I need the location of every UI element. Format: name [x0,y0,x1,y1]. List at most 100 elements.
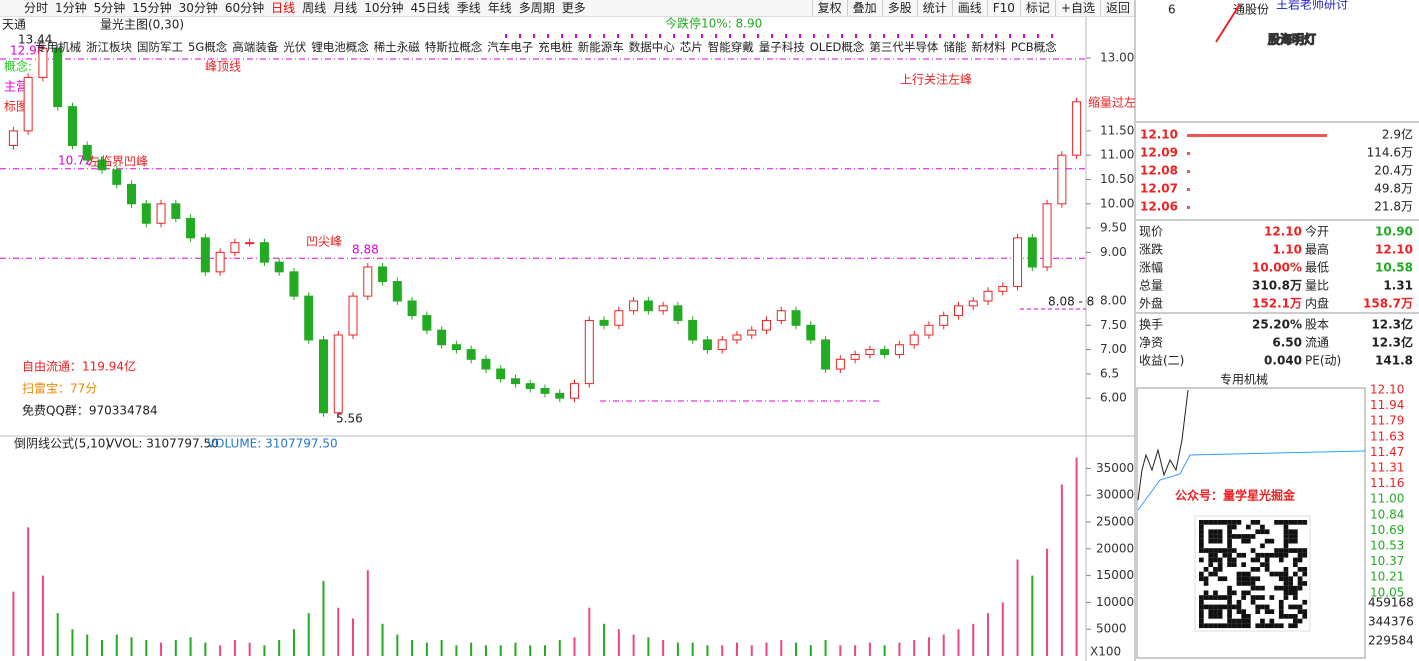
period-tab[interactable]: 月线 [333,1,358,15]
qr-cell [1208,534,1214,539]
qr-cell [1208,538,1214,544]
volume-tick-label: 20000 [1096,541,1134,555]
intraday-avg-line [1137,450,1366,511]
period-tab[interactable]: 60分钟 [224,1,265,15]
marker-dot [841,34,843,38]
marker-dot [631,34,633,38]
sector-tag[interactable]: 稀土永磁 [373,40,420,54]
quote-value: 152.1万 [1252,297,1302,311]
qr-cell [1293,595,1298,600]
volume-bar [1001,602,1004,656]
period-tab[interactable]: 10分钟 [364,1,404,15]
qr-cell [1255,520,1261,525]
sector-tag[interactable]: 国防军工 [137,40,183,54]
volume-bar [425,642,428,656]
candle [348,295,358,336]
qr-cell [1302,548,1308,553]
period-tab[interactable]: 季线 [456,1,481,15]
sector-tag[interactable]: 特斯拉概念 [424,40,483,54]
period-tab[interactable]: 日线 [271,1,296,15]
period-tab[interactable]: 5分钟 [93,1,126,15]
candle [1057,154,1067,205]
qr-cell [1278,557,1284,563]
qr-cell [1293,614,1298,619]
tool-button[interactable]: 叠加 [846,0,882,16]
volume-tick-label: 30000 [1096,488,1134,502]
period-tab[interactable]: 多周期 [518,1,555,15]
qr-cell [1217,595,1223,600]
volume-bar [499,645,502,656]
sector-tag[interactable]: 高端装备 [232,40,279,54]
volume-bar [765,642,768,656]
period-tab[interactable]: 15分钟 [132,1,172,15]
intraday-price-line [1137,389,1189,501]
period-tab[interactable]: 分时 [24,1,49,15]
period-tab[interactable]: 1分钟 [55,1,87,15]
candle [451,344,461,351]
qr-cell [1199,609,1204,614]
qr-cell [1288,529,1293,535]
volume-bar [529,645,532,656]
sector-tag[interactable]: 专用机械 [35,40,81,54]
sector-tag[interactable]: 光伏 [283,40,307,54]
period-tab[interactable]: 周线 [302,1,327,15]
qr-cell [1255,529,1261,535]
bid-dot [1187,170,1190,173]
sector-tag[interactable]: 储能 [943,40,967,54]
qr-cell [1208,529,1214,535]
sector-tag[interactable]: 锂电池概念 [311,40,369,54]
qr-cell [1213,609,1218,614]
volume-bar [514,642,517,656]
candle [747,329,757,336]
sector-tag[interactable]: OLED概念 [809,40,865,54]
tool-button[interactable]: 多股 [881,0,917,16]
marker-dot [757,34,759,38]
sector-tag[interactable]: 智能穿戴 [707,40,754,54]
qr-cell [1217,576,1223,582]
quote-value: 10.00% [1252,261,1302,275]
qr-cell [1297,609,1303,614]
qr-cell [1213,614,1218,619]
volume-bar [337,607,340,656]
tool-button[interactable]: 复权 [811,0,847,16]
qr-cell [1274,520,1279,525]
volume-bar [292,629,295,656]
qr-cell [1297,548,1303,553]
sector-tag[interactable]: 量子科技 [758,40,805,54]
qr-cell [1288,581,1293,586]
tool-button[interactable]: F10 [986,0,1020,16]
tool-button[interactable]: 标记 [1019,0,1055,16]
volume-bar [868,642,871,656]
tool-button[interactable]: +自选 [1054,0,1100,16]
volume-bar [588,607,591,656]
sector-tag[interactable]: 芯片 [679,40,703,54]
period-tab[interactable]: 45日线 [410,1,450,15]
sector-tag[interactable]: 浙江板块 [86,40,132,54]
sector-tag[interactable]: 新能源车 [577,40,624,54]
sector-tag[interactable]: 第三代半导体 [869,40,939,54]
qr-cell [1293,538,1298,544]
sector-tag[interactable]: PCB概念 [1010,40,1057,54]
period-tab[interactable]: 年线 [487,1,512,15]
tool-button[interactable]: 返回 [1099,0,1135,16]
qr-cell [1213,623,1218,629]
sector-tag[interactable]: 5G概念 [188,40,228,54]
qr-cell [1264,538,1270,544]
period-tab[interactable]: 更多 [561,1,586,15]
qr-cell [1213,557,1218,563]
sector-tag[interactable]: 充电桩 [538,40,573,54]
tool-buttons: 复权 叠加 多股 统计 画线 F10 标记 +自选 返回 [811,0,1135,16]
period-tab[interactable]: 30分钟 [178,1,218,15]
qr-cell [1246,618,1251,624]
qr-cell [1293,623,1298,629]
level-label: 12.98 [10,43,44,57]
tool-button[interactable]: 画线 [951,0,987,16]
qr-cell [1274,548,1279,553]
qr-cell [1236,520,1242,525]
sector-tag[interactable]: 数据中心 [628,40,675,54]
sector-tag[interactable]: 新材料 [971,40,1006,54]
sector-tag[interactable]: 汽车电子 [487,40,534,54]
quote-label: 内盘 [1305,296,1329,311]
qr-cell [1260,585,1265,591]
tool-button[interactable]: 统计 [916,0,952,16]
